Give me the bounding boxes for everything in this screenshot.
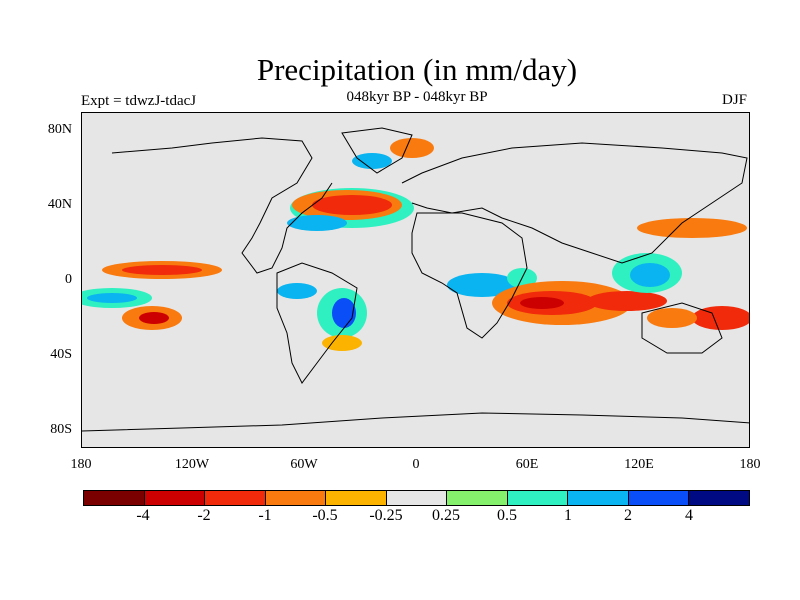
coastlines [82,127,749,432]
lon-label: 180 [739,457,761,472]
colorbar-swatch [628,491,690,505]
anomaly-blob [637,218,747,238]
colorbar-swatch [568,491,629,505]
greenland-coast [341,127,413,174]
eurasia-coast [401,142,748,264]
anomaly-blob [139,312,169,324]
anomaly-blob [312,195,392,215]
anomaly-blob [87,293,137,303]
colorbar-label: -2 [197,507,211,524]
australia-coast [641,302,723,354]
colorbar-label: 0.25 [432,507,460,524]
lat-label: 0 [65,272,72,287]
lon-label: 0 [412,457,420,472]
anomaly-blob [277,283,317,299]
map-canvas [82,127,749,432]
colorbar-swatch [84,491,145,505]
colorbar [83,490,750,506]
colorbar-label: 1 [564,507,572,524]
colorbar-swatch [447,491,508,505]
anomaly-blob [587,291,667,311]
colorbar-swatch [386,491,448,505]
antarctica-coast [82,412,749,432]
experiment-label: Expt = tdwzJ-tdacJ [81,93,197,109]
map-panel [81,112,750,448]
anomaly-blob [692,306,749,330]
colorbar-label: -0.25 [369,507,403,524]
lat-label: 40N [47,197,72,212]
africa-coast [411,212,528,339]
south-america-coast [276,262,358,384]
lon-label: 120E [624,457,654,472]
colorbar-label: -1 [258,507,272,524]
colorbar-swatch [689,491,750,505]
colorbar-label: -4 [136,507,150,524]
colorbar-swatch [507,491,569,505]
anomaly-blob [322,335,362,351]
colorbar-swatch [144,491,206,505]
lat-label: 80S [50,422,72,437]
north-america-coast [111,137,333,274]
colorbar-swatch [326,491,387,505]
anomaly-blob [647,308,697,328]
precipitation-anomalies [82,138,749,351]
plot-title: Precipitation (in mm/day) [256,52,578,87]
plot-subtitle: 048kyr BP - 048kyr BP [346,89,488,105]
lon-label: 60E [515,457,539,472]
colorbar-label: 2 [624,507,632,524]
colorbar-label: 0.5 [497,507,517,524]
season-label: DJF [722,92,748,108]
lat-label: 40S [50,347,72,362]
colorbar-swatch [265,491,327,505]
anomaly-blob [122,265,202,275]
anomaly-blob [447,273,517,297]
colorbar-label: -0.5 [312,507,338,524]
lon-label: 60W [290,457,318,472]
lat-label: 80N [47,122,72,137]
anomaly-blob [630,263,670,287]
lon-label: 180 [70,457,92,472]
anomaly-blob [520,297,564,309]
lon-label: 120W [174,457,210,472]
colorbar-label: 4 [685,507,693,524]
anomaly-blob [390,138,434,158]
colorbar-swatch [205,491,266,505]
anomaly-blob [352,153,392,169]
anomaly-blob [287,215,347,231]
